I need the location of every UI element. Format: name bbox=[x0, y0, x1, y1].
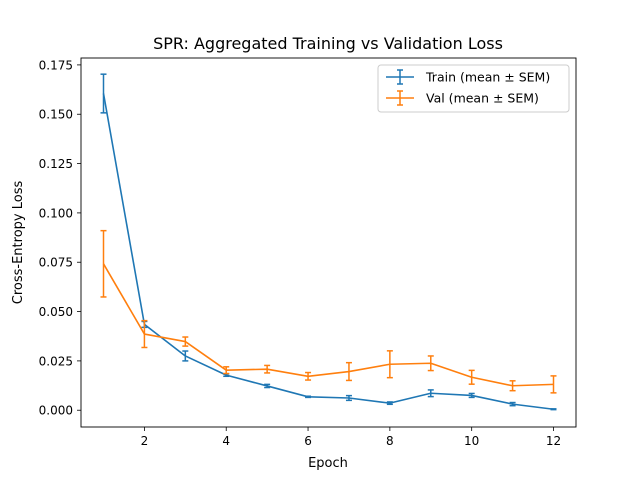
val-series bbox=[100, 229, 557, 394]
y-tick-label: 0.050 bbox=[39, 305, 73, 319]
x-tick-label: 4 bbox=[222, 434, 230, 448]
val-line bbox=[102, 263, 554, 387]
y-axis: 0.000 0.025 0.050 0.075 0.100 0.125 0.150 0.175 bbox=[39, 58, 81, 418]
y-tick-label: 0.125 bbox=[39, 157, 73, 171]
x-tick-label: 6 bbox=[304, 434, 312, 448]
chart-title: SPR: Aggregated Training vs Validation L… bbox=[153, 34, 503, 53]
legend-box bbox=[377, 64, 570, 113]
train-series bbox=[100, 73, 557, 411]
x-axis: 2 4 6 8 10 12 bbox=[141, 427, 561, 448]
x-tick-label: 2 bbox=[141, 434, 149, 448]
x-tick-label: 8 bbox=[386, 434, 394, 448]
y-tick-label: 0.100 bbox=[39, 206, 73, 220]
plot-frame bbox=[80, 57, 577, 428]
y-tick-label: 0.000 bbox=[39, 404, 73, 418]
y-tick-label: 0.150 bbox=[39, 108, 73, 122]
x-axis-label: Epoch bbox=[308, 456, 348, 471]
train-line bbox=[102, 93, 554, 411]
legend-item-train: Train (mean ± SEM) bbox=[386, 69, 550, 85]
legend-label-train: Train (mean ± SEM) bbox=[425, 70, 550, 85]
series-layer bbox=[100, 73, 557, 411]
y-axis-label: Cross-Entropy Loss bbox=[11, 181, 26, 305]
legend: Train (mean ± SEM) Val (mean ± SEM) bbox=[377, 64, 570, 113]
y-tick-label: 0.175 bbox=[39, 58, 73, 72]
x-tick-label: 10 bbox=[464, 434, 479, 448]
y-tick-label: 0.025 bbox=[39, 354, 73, 368]
legend-label-val: Val (mean ± SEM) bbox=[426, 91, 539, 106]
y-tick-label: 0.075 bbox=[39, 256, 73, 270]
x-tick-label: 12 bbox=[546, 434, 561, 448]
legend-item-val: Val (mean ± SEM) bbox=[386, 90, 539, 106]
